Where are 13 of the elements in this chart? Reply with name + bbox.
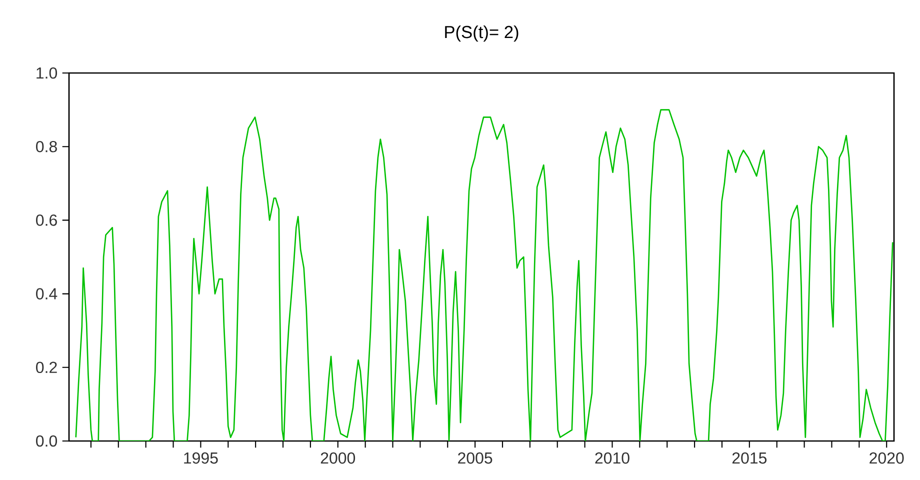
- y-tick-label: 0.0: [36, 435, 58, 447]
- y-tick-label: 0.2: [36, 362, 57, 374]
- y-tick-label: 0.4: [36, 288, 58, 300]
- x-tick-label: 2010: [595, 452, 630, 464]
- y-tick-label: 0.6: [36, 214, 57, 226]
- x-tick-label: 1995: [184, 452, 218, 464]
- chart-title: P(S(t)= 2): [445, 25, 518, 42]
- x-tick-label: 2015: [732, 452, 767, 464]
- y-tick-label: 1.0: [36, 67, 58, 79]
- x-tick-label: 2020: [870, 452, 904, 464]
- x-tick-label: 2000: [320, 452, 356, 464]
- x-tick-label: 2005: [458, 452, 492, 464]
- y-tick-label: 0.8: [36, 140, 57, 152]
